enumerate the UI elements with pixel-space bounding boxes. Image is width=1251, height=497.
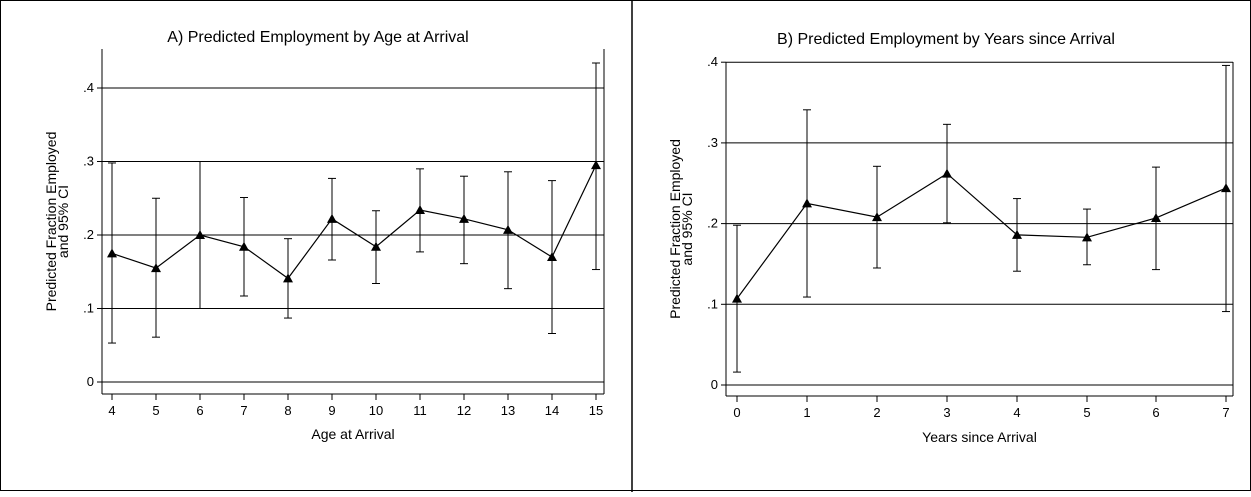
x-tick-label: 14 [545, 403, 559, 418]
x-tick-label: 15 [589, 403, 603, 418]
data-point-marker [1221, 183, 1231, 193]
x-tick-label: 5 [152, 403, 159, 418]
y-tick-label: .3 [707, 135, 718, 150]
x-tick-label: 6 [196, 403, 203, 418]
y-tick-label: .4 [707, 54, 718, 69]
x-axis-label: Years since Arrival [922, 429, 1037, 445]
x-tick-label: 8 [284, 403, 291, 418]
y-axis-label: Predicted Fraction Employed [43, 132, 59, 312]
y-tick-label: .1 [83, 301, 94, 316]
data-point-marker [872, 212, 882, 222]
data-point-marker [802, 198, 812, 208]
data-point-marker [1012, 229, 1022, 239]
data-point-marker [591, 160, 601, 170]
x-tick-label: 2 [873, 405, 880, 420]
x-tick-label: 11 [413, 403, 427, 418]
x-tick-label: 4 [1013, 405, 1020, 420]
x-tick-label: 7 [240, 403, 247, 418]
series-line [111, 164, 597, 280]
y-tick-label: 0 [711, 377, 718, 392]
x-tick-label: 6 [1152, 405, 1159, 420]
data-point-marker [547, 252, 557, 262]
y-tick-label: .2 [707, 216, 718, 231]
data-point-marker [1082, 232, 1092, 242]
series-line [736, 172, 1227, 300]
x-tick-label: 13 [501, 403, 515, 418]
x-tick-label: 3 [943, 405, 950, 420]
x-tick-label: 0 [733, 405, 740, 420]
x-tick-label: 10 [369, 403, 383, 418]
x-tick-label: 4 [108, 403, 115, 418]
data-point-marker [415, 205, 425, 215]
x-tick-label: 5 [1083, 405, 1090, 420]
x-tick-label: 1 [803, 405, 810, 420]
data-point-marker [107, 248, 117, 258]
data-point-marker [459, 213, 469, 223]
data-point-marker [283, 273, 293, 283]
x-tick-label: 9 [328, 403, 335, 418]
y-axis-label: and 95% CI [55, 185, 71, 258]
y-tick-label: .1 [707, 296, 718, 311]
x-tick-label: 12 [457, 403, 471, 418]
chart-panel-a: 0 .1 .2 .3 .4 4 5 6 7 8 9 10 11 12 13 14 15 A) Predicted … [43, 29, 605, 442]
data-point-marker [151, 263, 161, 273]
data-point-marker [371, 241, 381, 251]
chart-title: A) Predicted Employment by Age at Arriva… [167, 29, 468, 46]
x-tick-label: 7 [1222, 405, 1229, 420]
data-point-marker [503, 224, 513, 234]
y-tick-label: 0 [87, 374, 94, 389]
y-tick-label: .4 [83, 80, 94, 95]
data-point-marker [732, 293, 742, 303]
chart-panel-b: 0 .1 .2 .3 .4 0 1 2 3 4 5 6 7 B) Predicted Employment… [667, 31, 1234, 445]
y-axis-label: and 95% CI [679, 192, 695, 265]
data-point-marker [942, 168, 952, 178]
data-point-marker [239, 241, 249, 251]
chart-title: B) Predicted Employment by Years since A… [777, 31, 1115, 48]
x-axis-label: Age at Arrival [311, 426, 394, 442]
data-point-marker [1151, 212, 1161, 222]
y-tick-label: .2 [83, 227, 94, 242]
y-axis-label: Predicted Fraction Employed [667, 139, 683, 319]
data-point-marker [195, 230, 205, 239]
data-point-marker [327, 213, 337, 223]
y-tick-label: .3 [83, 154, 94, 169]
